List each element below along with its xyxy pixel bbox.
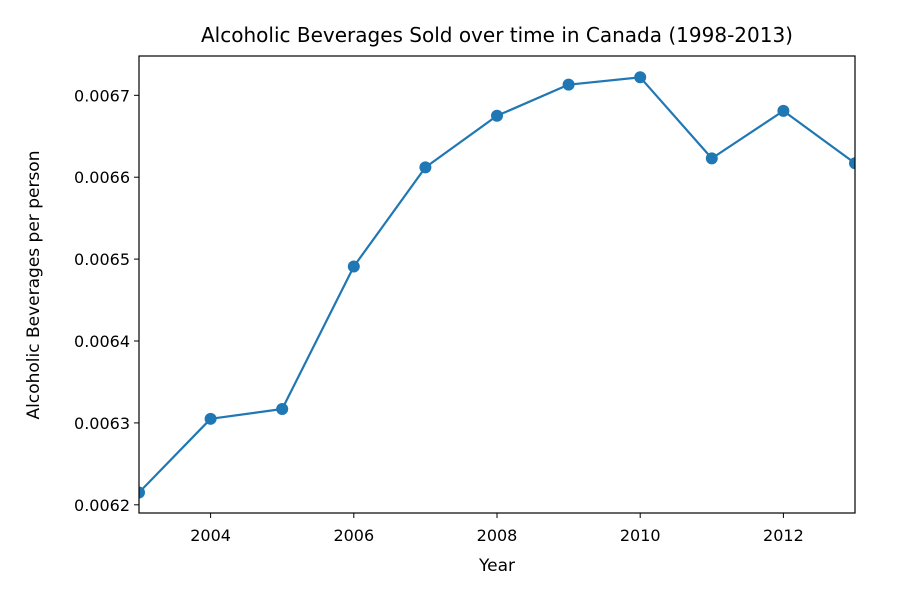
- x-tick-label: 2004: [190, 526, 231, 545]
- data-point: [204, 412, 217, 425]
- data-point: [705, 152, 718, 165]
- data-point: [491, 109, 503, 122]
- series-group: [139, 71, 855, 499]
- data-point: [419, 161, 432, 174]
- x-axis-label: Year: [478, 556, 515, 576]
- y-tick-label: 0.0063: [74, 414, 130, 433]
- y-tick-label: 0.0066: [74, 168, 130, 187]
- series-line: [139, 76, 855, 494]
- data-point: [777, 104, 790, 117]
- plot-frame: [138, 55, 856, 514]
- plot-layer: 2004 2006 2008 2010 2012 0.0062 0.0063 0.0064 0.…: [74, 55, 856, 545]
- data-point: [347, 260, 360, 273]
- chart-title: Alcoholic Beverages Sold over time in Ca…: [201, 23, 793, 47]
- data-point: [562, 78, 575, 91]
- x-tick-label: 2006: [333, 526, 374, 545]
- y-tick-label: 0.0064: [74, 332, 130, 351]
- x-tick-label: 2010: [620, 526, 661, 545]
- data-point: [849, 157, 855, 170]
- data-point: [634, 71, 647, 84]
- y-tick-label: 0.0062: [74, 496, 130, 515]
- x-tick-label: 2012: [763, 526, 804, 545]
- y-tick-label: 0.0067: [74, 86, 130, 105]
- data-point: [276, 402, 289, 415]
- y-tick-label: 0.0065: [74, 250, 130, 269]
- data-point: [139, 486, 145, 499]
- x-tick-label: 2008: [477, 526, 518, 545]
- y-axis-label: Alcoholic Beverages per person: [24, 151, 44, 420]
